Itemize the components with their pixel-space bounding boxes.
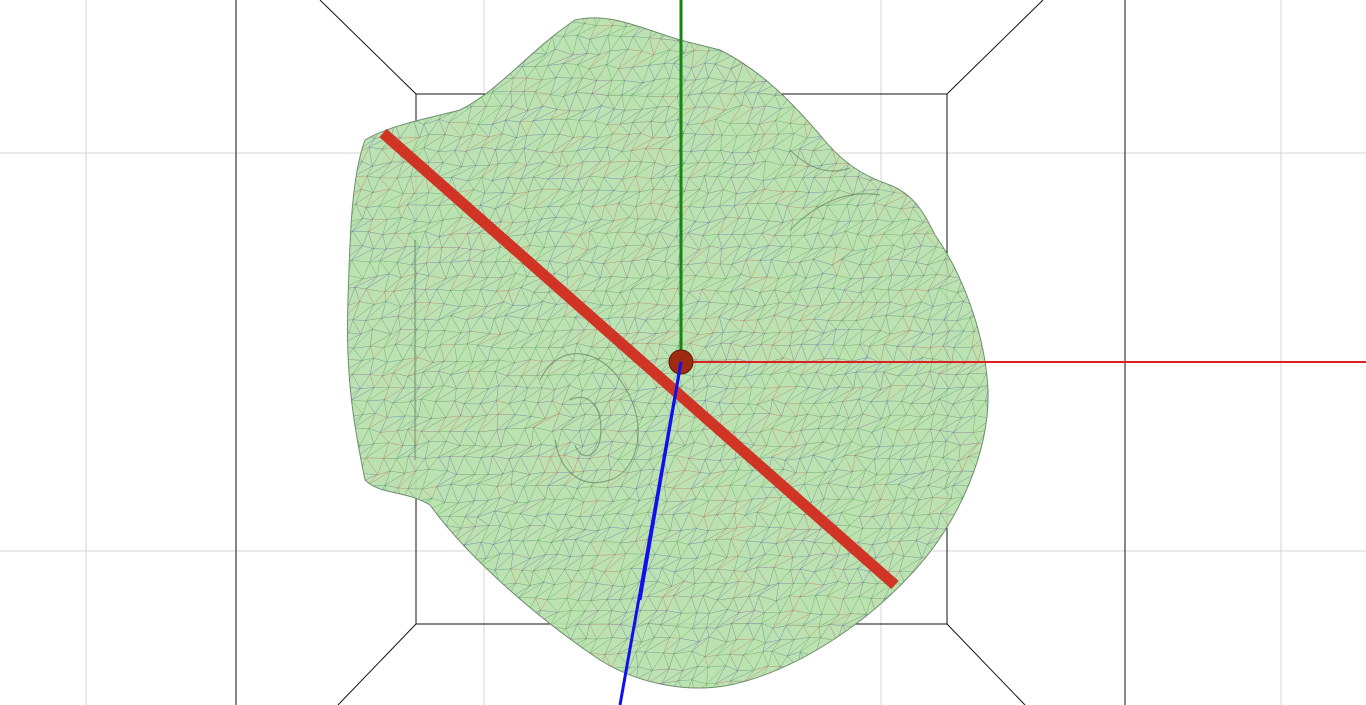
axes-gizmo[interactable] — [379, 0, 1366, 705]
z-axis-front — [638, 361, 683, 601]
ear-contour — [539, 353, 639, 484]
forehead-contour — [789, 149, 851, 172]
brow-contour — [789, 193, 881, 231]
box-edge-diagonal — [319, 0, 417, 95]
head-mesh-model[interactable] — [337, 7, 1050, 705]
box-edge-diagonal — [946, 623, 1026, 705]
mesh-surface-features — [414, 149, 881, 484]
rotation-axis-icon[interactable] — [379, 128, 899, 590]
wireframe-strands — [347, 17, 989, 688]
ear-inner-contour — [569, 396, 602, 457]
box-edge-diagonal — [337, 623, 417, 705]
box-edge-diagonal — [946, 0, 1044, 95]
